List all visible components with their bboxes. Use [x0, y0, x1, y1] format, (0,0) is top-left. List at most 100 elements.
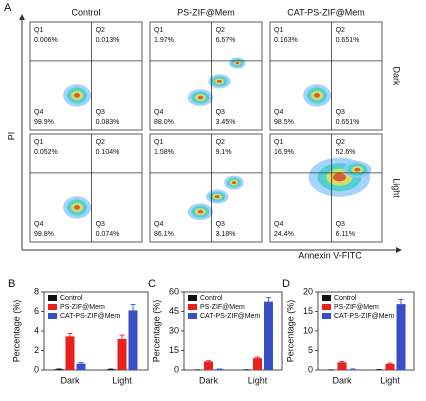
x-tick-label: Dark	[332, 375, 352, 385]
quadrant-name: Q1	[34, 139, 43, 146]
quadrant-name: Q4	[34, 109, 43, 116]
bar	[128, 310, 138, 370]
legend-label: Control	[60, 295, 83, 302]
quadrant-value: 99.8%	[34, 231, 54, 238]
cell-cluster	[354, 167, 361, 172]
cell-cluster	[235, 61, 240, 65]
y-axis-label: Percentage (%)	[151, 300, 161, 363]
quadrant-name: Q2	[216, 27, 225, 34]
cell-cluster	[231, 181, 237, 185]
quadrant-value: 52.6%	[336, 149, 356, 156]
legend-label: Control	[200, 295, 223, 302]
error-bar	[339, 361, 345, 363]
x-tick-label: Dark	[199, 375, 219, 385]
cell-cluster	[197, 209, 204, 214]
quadrant-name: Q3	[96, 221, 105, 228]
legend-swatch	[48, 295, 57, 301]
bar	[76, 363, 86, 370]
plot-frame	[149, 133, 263, 243]
quadrant-name: Q3	[96, 109, 105, 116]
cell-cluster	[74, 205, 81, 210]
legend-swatch	[322, 313, 331, 319]
bar	[385, 363, 395, 370]
y-tick-label: 15	[303, 306, 313, 316]
legend-swatch	[188, 295, 197, 301]
x-tick-label: Light	[380, 375, 400, 385]
error-bar	[387, 362, 393, 364]
quadrant-value: 0.006%	[34, 37, 58, 44]
column-title: Control	[71, 7, 100, 17]
bar	[264, 301, 273, 370]
cell-cluster	[214, 195, 220, 199]
quadrant-name: Q4	[274, 109, 283, 116]
bar	[54, 369, 64, 370]
error-bar	[255, 356, 260, 359]
x-tick-label: Light	[112, 375, 132, 385]
quadrant-value: 88.0%	[154, 119, 174, 126]
legend-swatch	[322, 304, 331, 310]
legend-label: CAT-PS-ZIF@Mem	[334, 313, 394, 320]
plot-frame	[29, 21, 143, 131]
y-tick-label: 4	[34, 325, 39, 335]
cell-cluster	[197, 95, 204, 100]
quadrant-name: Q2	[96, 139, 105, 146]
legend-label: PS-ZIF@Mem	[200, 304, 245, 311]
bar	[106, 369, 116, 370]
y-tick-label: 15	[169, 345, 179, 355]
error-bar	[206, 360, 211, 362]
quadrant-name: Q3	[336, 109, 345, 116]
y-axis-label: Percentage (%)	[285, 300, 295, 363]
quadrant-name: Q2	[336, 27, 345, 34]
cell-cluster	[332, 173, 347, 182]
legend-swatch	[48, 304, 57, 310]
legend-label: Control	[334, 295, 357, 302]
bar	[396, 304, 406, 370]
y-tick-label: 10	[303, 325, 313, 335]
quadrant-name: Q2	[336, 139, 345, 146]
quadrant-name: Q1	[274, 139, 283, 146]
quadrant-value: 16.9%	[274, 149, 294, 156]
legend-label: CAT-PS-ZIF@Mem	[200, 313, 260, 320]
quadrant-value: 0.013%	[96, 37, 120, 44]
quadrant-value: 86.1%	[154, 231, 174, 238]
error-bar	[398, 298, 404, 305]
quadrant-value: 0.163%	[274, 37, 298, 44]
panel-letter: B	[8, 278, 15, 290]
legend-swatch	[188, 304, 197, 310]
y-tick-label: 0	[34, 364, 39, 374]
error-bar	[130, 304, 136, 311]
quadrant-name: Q1	[154, 27, 163, 34]
y-tick-label: 20	[303, 286, 313, 296]
legend-swatch	[188, 313, 197, 319]
error-bar	[119, 334, 125, 339]
row-label: Light	[392, 178, 402, 198]
column-title: PS-ZIF@Mem	[177, 7, 235, 17]
x-tick-label: Dark	[60, 375, 80, 385]
quadrant-name: Q4	[274, 221, 283, 228]
bar	[253, 358, 262, 370]
quadrant-value: 24.4%	[274, 231, 294, 238]
error-bar	[78, 362, 84, 364]
quadrant-name: Q1	[274, 27, 283, 34]
quadrant-value: 1.97%	[154, 37, 174, 44]
error-bar	[67, 332, 73, 337]
quadrant-value: 3.45%	[216, 119, 236, 126]
panel-letter: D	[282, 278, 290, 290]
y-tick-label: 0	[308, 364, 313, 374]
quadrant-value: 0.052%	[34, 149, 58, 156]
panel-letter: A	[4, 2, 12, 14]
x-axis-label: Annexin V-FITC	[298, 250, 362, 260]
quadrant-value: 98.5%	[274, 119, 294, 126]
column-title: CAT-PS-ZIF@Mem	[287, 7, 364, 17]
y-axis-label: Percentage (%)	[11, 300, 21, 363]
quadrant-value: 6.57%	[216, 37, 236, 44]
y-tick-label: 6	[34, 306, 39, 316]
bar	[215, 369, 224, 370]
quadrant-name: Q3	[216, 109, 225, 116]
quadrant-value: 0.104%	[96, 149, 120, 156]
y-tick-label: 30	[169, 325, 179, 335]
cell-cluster	[217, 79, 222, 83]
quadrant-name: Q2	[216, 139, 225, 146]
cell-cluster	[74, 93, 81, 98]
y-tick-label: 0	[174, 364, 179, 374]
